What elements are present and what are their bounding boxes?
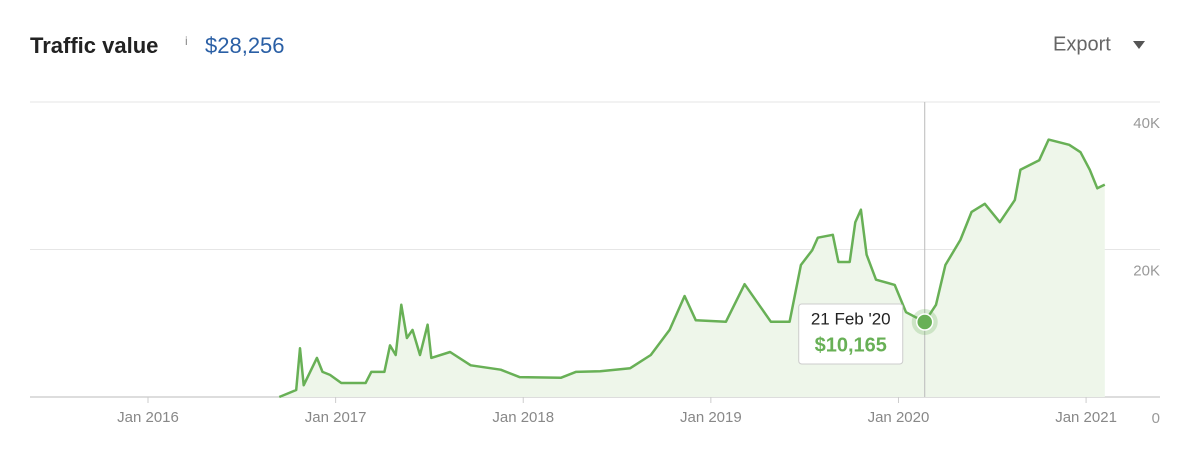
export-label[interactable]: Export — [1053, 33, 1111, 55]
y-tick-label: 0 — [1152, 410, 1160, 427]
plot: 0 20K 40K Jan 2016 Jan 2017 Jan 2018 Jan 2019 J… — [30, 101, 1160, 427]
area-fill — [279, 139, 1105, 397]
traffic-line — [278, 138, 1106, 399]
x-tick-label: Jan 2016 — [117, 409, 179, 426]
x-tick-label: Jan 2019 — [680, 409, 742, 426]
tooltip-box — [798, 303, 904, 365]
export-arrow[interactable] — [1133, 41, 1145, 49]
hover-point — [915, 313, 934, 331]
info-icon[interactable]: i — [185, 34, 188, 48]
tooltip-value: $10,165 — [815, 334, 887, 356]
export-button[interactable]: Export — [1053, 33, 1145, 55]
x-tick-label: Jan 2021 — [1055, 409, 1117, 426]
y-tick-label: 20K — [1133, 262, 1160, 279]
total-value: $28,256 — [205, 33, 285, 58]
x-tick-label: Jan 2017 — [305, 409, 367, 426]
x-tick-label: Jan 2018 — [492, 409, 554, 426]
tooltip-date: 21 Feb '20 — [811, 310, 891, 329]
x-tick-label: Jan 2020 — [868, 409, 930, 426]
y-tick-label: 40K — [1133, 115, 1160, 132]
widget-title: Traffic value — [30, 33, 158, 58]
